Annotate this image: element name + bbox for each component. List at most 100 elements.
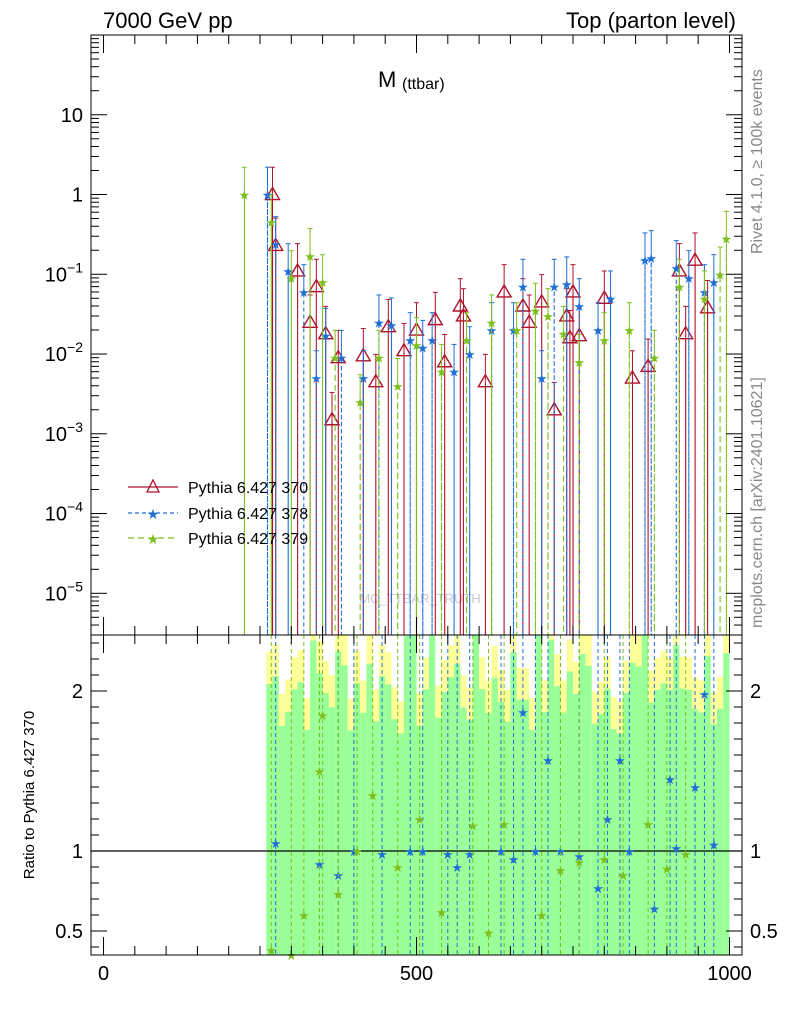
point-star: ★ <box>282 264 294 279</box>
point-star: ★ <box>508 323 520 338</box>
ratio-point-star: ★ <box>642 817 654 832</box>
band-green <box>378 676 386 955</box>
point-star: ★ <box>392 379 404 394</box>
ratio-point-star: ★ <box>417 844 429 859</box>
ratio-y-tick-label-right: 2 <box>750 681 761 703</box>
ratio-point-star: ★ <box>530 844 542 859</box>
band-green <box>303 730 311 955</box>
legend-entry-370: Pythia 6.427 370 <box>128 478 308 497</box>
band-green <box>541 712 548 955</box>
band-green <box>635 666 642 955</box>
band-green <box>516 699 523 955</box>
band-green <box>429 635 436 955</box>
ratio-point-star: ★ <box>670 841 682 856</box>
ratio-point-star: ★ <box>680 847 692 862</box>
point-star: ★ <box>605 291 617 306</box>
series-line <box>243 194 727 636</box>
point-star: ★ <box>530 304 542 319</box>
legend-label-370: Pythia 6.427 370 <box>188 480 308 497</box>
main-y-tick-label: 10−4 <box>45 499 83 526</box>
point-star: ★ <box>486 315 498 330</box>
band-green <box>579 654 586 955</box>
band-green <box>604 688 611 955</box>
band-green <box>285 711 292 955</box>
point-star: ★ <box>417 341 429 356</box>
ratio-point-star: ★ <box>265 943 277 958</box>
plot-title-sub: (ttbar) <box>402 76 445 93</box>
rivet-label: Rivet 4.1.0, ≥ 100k events <box>749 69 766 254</box>
band-green <box>328 707 336 955</box>
main-y-tick-label: 10−5 <box>45 578 83 605</box>
point-star: ★ <box>448 365 460 380</box>
header-left: 7000 GeV pp <box>103 8 233 33</box>
point-star: ★ <box>265 215 277 230</box>
band-green <box>479 689 486 955</box>
band-green <box>572 694 580 955</box>
point-star: ★ <box>573 355 585 370</box>
band-green <box>641 635 649 955</box>
main-y-tick-label: 10−1 <box>45 259 83 286</box>
series-2: ★★★★★★★★★★★★★★★ ★★★★★★★★★★ <box>239 166 732 636</box>
point-star: ★ <box>542 309 554 324</box>
point-star: ★ <box>354 395 366 410</box>
point-star: ★ <box>561 277 573 292</box>
point-star: ★ <box>311 371 323 386</box>
point-star: ★ <box>411 338 423 353</box>
point-star: ★ <box>239 188 251 203</box>
ratio-point-star: ★ <box>451 860 463 875</box>
ratio-point-star: ★ <box>617 868 629 883</box>
legend-entry-378: ★ Pythia 6.427 378 <box>128 506 308 523</box>
ratio-point-star: ★ <box>314 764 326 779</box>
band-green <box>385 684 392 955</box>
point-triangle <box>289 262 306 277</box>
plot-title-main: M <box>378 67 396 92</box>
ratio-point-star: ★ <box>517 705 529 720</box>
band-green <box>560 712 567 955</box>
x-tick-label: 1000 <box>707 963 752 985</box>
header-right: Top (parton level) <box>566 8 736 33</box>
ratio-y-tick-label: 2 <box>72 681 83 703</box>
legend-star-icon: ★ <box>147 531 160 547</box>
ratio-y-tick-label-right: 0.5 <box>750 921 778 943</box>
band-green <box>472 635 480 955</box>
band-green <box>660 683 667 955</box>
legend-label-379: Pythia 6.427 379 <box>188 531 308 548</box>
point-star: ★ <box>683 271 695 286</box>
point-star: ★ <box>536 371 548 386</box>
point-star: ★ <box>436 365 448 380</box>
point-star: ★ <box>548 280 560 295</box>
band-green <box>447 677 455 955</box>
band-green <box>566 671 573 955</box>
band-green <box>497 701 505 955</box>
main-y-tick-label: 1 <box>72 185 83 207</box>
ratio-ylabel: Ratio to Pythia 6.427 370 <box>21 711 38 879</box>
legend-star-icon: ★ <box>147 506 160 522</box>
point-star: ★ <box>670 261 682 276</box>
main-y-tick-label: 10 <box>61 105 83 127</box>
band-green <box>535 635 542 955</box>
ratio-bands <box>91 635 742 955</box>
point-triangle <box>308 278 325 293</box>
ratio-point-star: ★ <box>483 926 495 941</box>
band-green <box>598 713 605 955</box>
ratio-point-star: ★ <box>708 838 720 853</box>
band-green <box>266 684 273 955</box>
point-star: ★ <box>404 333 416 348</box>
point-star: ★ <box>517 280 529 295</box>
ratio-point-star: ★ <box>699 687 711 702</box>
ratio-point-star: ★ <box>404 844 416 859</box>
point-star: ★ <box>708 275 720 290</box>
band-green <box>322 692 329 955</box>
point-star: ★ <box>320 329 332 344</box>
band-green <box>654 689 661 955</box>
ratio-point-star: ★ <box>298 908 310 923</box>
ratio-point-star: ★ <box>270 836 282 851</box>
legend: Pythia 6.427 370 ★ Pythia 6.427 378 ★ Py… <box>128 478 308 548</box>
band-green <box>397 733 404 955</box>
band-green <box>441 692 448 955</box>
main-series-group: ★★★★★★★★★ ★★★★★★★ ★★★★ ★★★★★★★★★★★★★★★★★★★★… <box>239 166 732 636</box>
ratio-point-star: ★ <box>555 863 567 878</box>
legend-triangle-icon <box>145 478 161 493</box>
band-green <box>648 702 655 955</box>
